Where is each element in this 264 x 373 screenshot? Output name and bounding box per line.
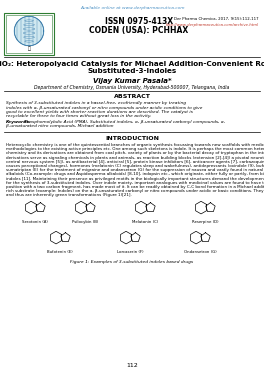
Text: Ondansetron (G): Ondansetron (G) [184, 250, 216, 254]
Text: INTRODUCTION: INTRODUCTION [105, 136, 159, 141]
Text: Available online at www.derpharmaceutica.com: Available online at www.derpharmaceutica… [80, 6, 184, 10]
Bar [4, 13, 54, 55]
Text: Vijay Kumar Pasala*: Vijay Kumar Pasala* [93, 78, 171, 84]
Text: rich substrate (example: Indoles) on the α, β-unsaturated carbonyl or nitro comp: rich substrate (example: Indoles) on the… [6, 189, 264, 193]
Text: Bufotenin (E): Bufotenin (E) [47, 250, 73, 254]
Bar [6, 15, 52, 53]
Text: chemistry and its derivatives are obtained from coal pitch, variety of plants or: chemistry and its derivatives are obtain… [6, 151, 264, 156]
Text: Reserpine (D): Reserpine (D) [192, 220, 218, 223]
Text: alkaloids (Co-example: drugs and Aspidosperma alkaloids) [8-10], indopsin etc., : alkaloids (Co-example: drugs and Aspidos… [6, 172, 264, 176]
Text: causes perceptional changes), hormones (melatonin (C) regulates sleep and wakefu: causes perceptional changes), hormones (… [6, 164, 264, 168]
Text: and thus are inherently green transformations (Figure 1)[21].: and thus are inherently green transforma… [6, 193, 132, 197]
Circle shape [14, 16, 44, 46]
Text: Psilocybin (B): Psilocybin (B) [72, 220, 98, 223]
Text: indoles [11]. Maintaining their presence as privileged motifs in the biologicall: indoles [11]. Maintaining their presence… [6, 176, 264, 181]
Text: Phosphomolybdic Acid (PMA), Substituted indoles, α, β-unsaturated carbonyl compo: Phosphomolybdic Acid (PMA), Substituted … [24, 120, 225, 124]
Text: CODEN (USA): PCHHAX: CODEN (USA): PCHHAX [89, 26, 188, 35]
Text: Keywords:: Keywords: [6, 120, 32, 124]
Text: indoles with α, β-unsaturated carbonyl or nitro compounds under acidic condition: indoles with α, β-unsaturated carbonyl o… [6, 106, 202, 110]
Text: 🦅: 🦅 [27, 46, 30, 51]
Text: Synthesis of 3-substituted indoles in a hassel-free, ecofriendly manner by treat: Synthesis of 3-substituted indoles in a … [6, 101, 186, 105]
Text: methodologies to the existing active principles etc. One among such skeletons is: methodologies to the existing active pri… [6, 147, 264, 151]
Text: good to excellent yields with shorter reaction durations are described. The cata: good to excellent yields with shorter re… [6, 110, 193, 114]
Text: for the synthesis of 3-substituted indoles. Over indole moiety, important analog: for the synthesis of 3-substituted indol… [6, 181, 264, 185]
Text: sumatriptan (E) for the treatment of migraine and ondansetron (G) for the suppre: sumatriptan (E) for the treatment of mig… [6, 168, 264, 172]
Text: position with a two carbon fragment, has made most of it. It can be readily obta: position with a two carbon fragment, has… [6, 185, 264, 189]
Text: derivatives serve as signaling chemicals in plants and animals, as reaction buil: derivatives serve as signaling chemicals… [6, 156, 264, 160]
Text: PMA-SiO₂: Heteropolyacid Catalysis for Michael Addition-Convenient Route to: PMA-SiO₂: Heteropolyacid Catalysis for M… [0, 61, 264, 67]
Text: Figure 1: Examples of 3-substituted indoles based drugs: Figure 1: Examples of 3-substituted indo… [70, 260, 194, 264]
Text: Department of Chemistry, Osmania University, Hyderabad-500007, Telangana, India: Department of Chemistry, Osmania Univers… [34, 85, 230, 90]
Text: ABSTRACT: ABSTRACT [114, 94, 150, 99]
Text: Lorcaserin (F): Lorcaserin (F) [117, 250, 143, 254]
Text: Heterocyclic chemistry is one of the quintessential branches of organic synthesi: Heterocyclic chemistry is one of the qui… [6, 143, 264, 147]
Text: Serotonin (A): Serotonin (A) [22, 220, 48, 223]
Text: β-unsaturated nitro compounds, Michael addition: β-unsaturated nitro compounds, Michael a… [6, 125, 114, 129]
Text: Melatonin (C): Melatonin (C) [132, 220, 158, 223]
Text: 112: 112 [126, 363, 138, 368]
Text: ISSN 0975-413X: ISSN 0975-413X [105, 17, 173, 26]
Text: Der Pharma Chemica, 2017, 9(15):112-117: Der Pharma Chemica, 2017, 9(15):112-117 [175, 17, 259, 21]
Text: http://www.derpharmaceutica.com/archive.html: http://www.derpharmaceutica.com/archive.… [166, 23, 259, 27]
Text: Substituted-3-Indoles: Substituted-3-Indoles [87, 68, 177, 74]
Text: recyclable for three to four times without great loss in the activity.: recyclable for three to four times witho… [6, 115, 152, 119]
Text: central nervous system [5]), as antibacterial [4], antiviral [5], protein kinase: central nervous system [5]), as antibact… [6, 160, 264, 164]
